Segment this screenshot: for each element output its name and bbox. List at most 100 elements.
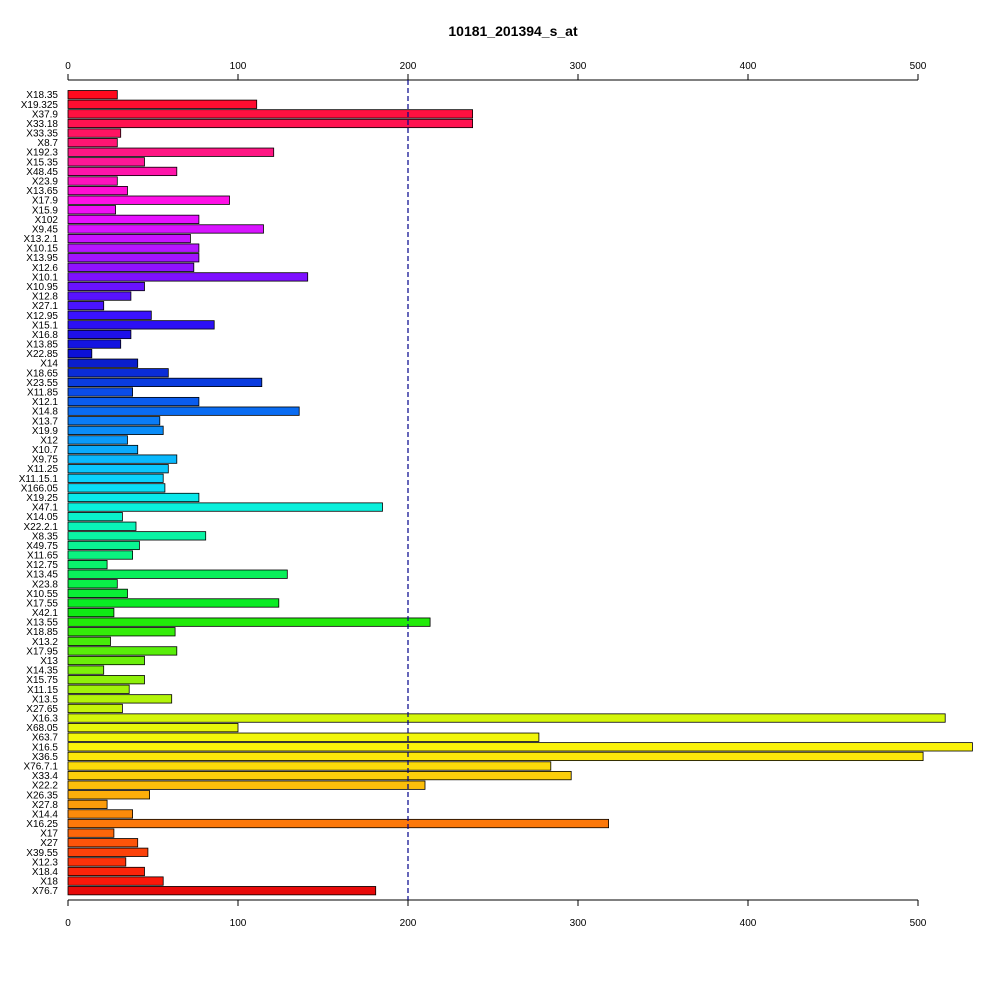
bar-X63.7 — [67, 732, 540, 742]
category-label-X23.8: X23.8 — [32, 579, 59, 590]
bar-X18.65 — [67, 368, 169, 378]
category-label-X18.85: X18.85 — [26, 627, 58, 638]
bar-X9.75 — [67, 454, 178, 464]
bar-X14.8 — [67, 406, 300, 416]
category-label-X11.15.1: X11.15.1 — [19, 474, 59, 485]
bar-X36.5 — [67, 751, 924, 762]
category-label-X16.8: X16.8 — [32, 330, 59, 341]
bar-X10.15 — [67, 243, 200, 253]
category-label-X49.75: X49.75 — [26, 541, 58, 552]
category-label-X192.3: X192.3 — [26, 148, 58, 159]
category-label-X37.9: X37.9 — [32, 109, 59, 120]
bar-X18 — [67, 876, 164, 886]
category-label-X10.1: X10.1 — [32, 272, 59, 283]
bottom-tick-label-100: 100 — [230, 918, 247, 929]
chart-title: 10181_201394_s_at — [448, 23, 578, 39]
category-label-X19.25: X19.25 — [26, 493, 58, 504]
bar-X12.3 — [67, 857, 127, 867]
category-label-X39.55: X39.55 — [26, 848, 58, 859]
category-label-X16.5: X16.5 — [32, 742, 59, 753]
bar-X13.2.1 — [67, 233, 191, 244]
bar-X76.7 — [67, 886, 377, 896]
category-label-X15.75: X15.75 — [26, 675, 58, 686]
bar-X14 — [67, 358, 139, 368]
bottom-tick-label-200: 200 — [400, 918, 417, 929]
category-label-X15.9: X15.9 — [32, 205, 59, 216]
bar-X22.2.1 — [67, 521, 137, 531]
category-label-X22.2: X22.2 — [32, 781, 59, 792]
bar-X13.5 — [67, 694, 173, 704]
category-labels: X18.35X19.325X37.9X33.18X33.35X8.7X192.3… — [19, 90, 59, 897]
bar-X12.75 — [67, 560, 108, 570]
bar-X16.5 — [67, 742, 973, 752]
category-label-X13.5: X13.5 — [32, 694, 59, 705]
bar-X8.35 — [67, 531, 207, 541]
bar-X13.45 — [67, 569, 288, 579]
category-label-X10.55: X10.55 — [26, 589, 58, 600]
bar-X12.95 — [67, 310, 152, 320]
bar-X23.55 — [67, 377, 263, 388]
category-label-X8.35: X8.35 — [32, 531, 59, 542]
bar-X12.1 — [67, 396, 200, 407]
category-label-X18: X18 — [40, 877, 58, 888]
category-label-X14.4: X14.4 — [32, 809, 59, 820]
bar-X11.85 — [67, 387, 133, 397]
bar-X17.55 — [67, 598, 280, 608]
category-label-X16.3: X16.3 — [32, 714, 59, 725]
category-label-X27.1: X27.1 — [32, 301, 59, 312]
bar-X18.4 — [67, 866, 145, 877]
category-label-X18.4: X18.4 — [32, 867, 59, 878]
bottom-tick-label-400: 400 — [740, 918, 757, 929]
bar-X10.7 — [67, 444, 139, 455]
category-label-X27.65: X27.65 — [26, 704, 58, 715]
category-label-X14.05: X14.05 — [26, 512, 58, 523]
category-label-X17: X17 — [40, 829, 58, 840]
bar-X22.85 — [67, 349, 93, 359]
bar-X17.95 — [67, 646, 178, 656]
bar-X15.1 — [67, 320, 215, 330]
top-tick-label-500: 500 — [910, 61, 927, 72]
category-label-X10.15: X10.15 — [26, 244, 58, 255]
bar-X192.3 — [67, 147, 275, 157]
category-label-X13.45: X13.45 — [26, 570, 58, 581]
category-label-X102: X102 — [35, 215, 59, 226]
bar-X8.7 — [67, 138, 118, 148]
category-label-X33.4: X33.4 — [32, 771, 59, 782]
top-tick-label-300: 300 — [570, 61, 587, 72]
category-label-X27: X27 — [40, 838, 58, 849]
category-label-X14: X14 — [40, 359, 58, 370]
category-label-X13.2: X13.2 — [32, 637, 59, 648]
bar-X14.4 — [67, 809, 133, 819]
bar-X18.85 — [67, 627, 176, 637]
bar-X13.65 — [67, 185, 128, 196]
bar-X19.9 — [67, 425, 164, 435]
category-label-X22.85: X22.85 — [26, 349, 58, 360]
bar-X10.55 — [67, 588, 128, 598]
category-label-X18.65: X18.65 — [26, 368, 58, 379]
category-label-X33.18: X33.18 — [26, 119, 58, 130]
bar-X19.325 — [67, 99, 258, 109]
category-label-X15.1: X15.1 — [32, 320, 59, 331]
category-label-X47.1: X47.1 — [32, 503, 59, 514]
bar-X11.65 — [67, 550, 133, 560]
category-label-X17.95: X17.95 — [26, 646, 58, 657]
bar-X11.15.1 — [67, 473, 164, 483]
category-label-X17.55: X17.55 — [26, 598, 58, 609]
category-label-X13: X13 — [40, 656, 58, 667]
category-label-X12.1: X12.1 — [32, 397, 59, 408]
category-label-X22.2.1: X22.2.1 — [24, 522, 59, 533]
top-tick-label-400: 400 — [740, 61, 757, 72]
bar-X33.18 — [67, 118, 474, 129]
bar-X11.15 — [67, 684, 130, 694]
category-label-X19.9: X19.9 — [32, 426, 59, 437]
bar-X13.2 — [67, 636, 111, 646]
bar-X22.2 — [67, 780, 426, 790]
bar-X17 — [67, 828, 115, 838]
category-label-X10.7: X10.7 — [32, 445, 59, 456]
bar-X37.9 — [67, 109, 474, 119]
bar-X15.35 — [67, 157, 145, 167]
bar-X10.1 — [67, 272, 309, 282]
bar-X14.05 — [67, 512, 123, 522]
category-label-X76.7.1: X76.7.1 — [24, 762, 59, 773]
